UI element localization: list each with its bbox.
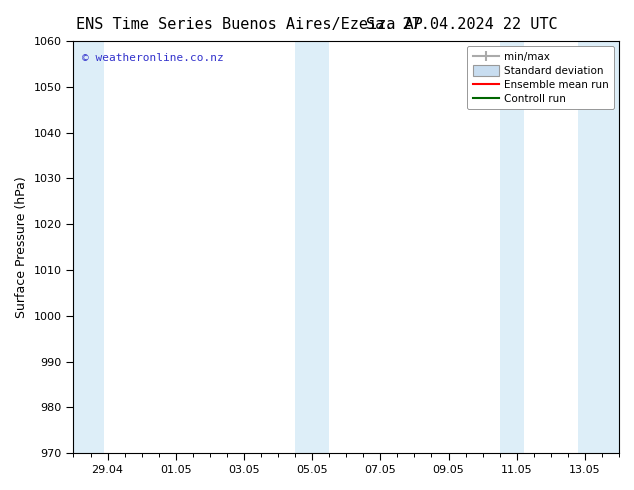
Bar — [74, 41, 104, 453]
Bar — [578, 41, 619, 453]
Bar — [500, 41, 524, 453]
Bar — [295, 41, 329, 453]
Text: ENS Time Series Buenos Aires/Ezeiza AP: ENS Time Series Buenos Aires/Ezeiza AP — [76, 17, 423, 32]
Text: © weatheronline.co.nz: © weatheronline.co.nz — [82, 53, 223, 63]
Text: Sa. 27.04.2024 22 UTC: Sa. 27.04.2024 22 UTC — [366, 17, 558, 32]
Y-axis label: Surface Pressure (hPa): Surface Pressure (hPa) — [15, 176, 28, 318]
Legend: min/max, Standard deviation, Ensemble mean run, Controll run: min/max, Standard deviation, Ensemble me… — [467, 46, 614, 109]
